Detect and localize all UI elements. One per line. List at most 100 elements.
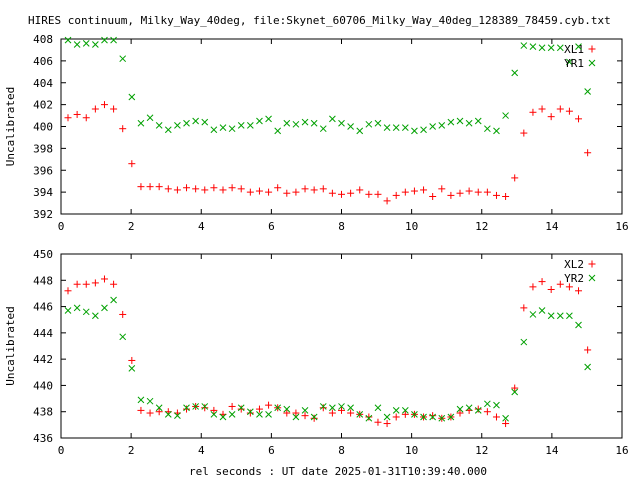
data-point-xl1 [547,113,555,121]
data-point-yr1 [474,117,482,125]
data-point-xl1 [502,193,510,200]
data-point-xl1 [73,110,81,118]
x-tick-label: 2 [128,220,135,233]
x-axis-label: rel seconds : UT date 2025-01-31T10:39:4… [189,465,487,478]
data-point-yr2 [575,321,582,329]
data-point-yr1 [356,127,364,135]
top-panel: 0 2 4 6 8 10 12 14 16 392 394 396 398 400 402 404 406 408… [4,33,629,233]
data-point-yr1 [329,115,336,123]
data-point-xl1 [483,188,491,196]
data-point-yr1 [73,41,81,48]
data-point-yr2 [566,312,573,320]
data-point-xl2 [502,420,510,428]
data-point-xl2 [575,287,583,295]
data-point-yr2 [547,312,555,320]
y-tick-label: 396 [33,164,53,177]
data-point-xl2 [520,304,528,312]
data-point-xl1 [173,186,181,194]
x-tick-label: 4 [198,220,205,233]
data-point-xl1 [219,186,227,194]
data-point-yr1 [110,36,117,44]
y-tick-label: 392 [33,208,53,221]
plot-frame [60,38,623,215]
data-point-xl2 [556,280,564,288]
data-point-xl2 [511,384,519,392]
data-point-xl2 [565,283,573,291]
data-point-yr2 [92,312,99,320]
data-point-xl2 [246,409,254,417]
x-tick-label: 0 [58,444,65,457]
data-point-yr2 [511,388,519,396]
data-point-yr2 [356,410,364,418]
y-tick-label: 408 [33,33,53,46]
data-point-xl1 [310,186,318,194]
data-point-xl2 [292,409,300,417]
data-point-yr1 [219,124,227,131]
data-point-xl1 [465,187,473,195]
data-point-xl1 [82,114,90,122]
data-point-yr1 [456,117,464,125]
data-point-yr1 [347,123,354,130]
data-point-xl1 [210,184,218,192]
data-point-xl2 [338,406,345,414]
data-point-yr1 [101,36,108,44]
data-point-xl1 [347,189,355,197]
data-point-yr2 [301,407,309,414]
data-point-xl2 [265,401,273,409]
x-tick-label: 8 [338,220,345,233]
data-point-yr2 [146,397,154,405]
data-point-xl1 [565,107,573,115]
data-point-yr1 [447,118,455,126]
x-tick-label: 4 [198,444,205,457]
data-point-yr2 [520,338,528,346]
data-point-yr1 [155,122,163,129]
data-point-yr2 [310,413,318,421]
data-point-yr1 [82,40,90,47]
data-point-yr2 [265,410,272,418]
data-point-yr1 [411,127,418,135]
y-tick-label: 446 [33,301,53,314]
y-tick-label: 450 [33,248,53,261]
data-point-yr2 [502,414,509,422]
data-point-yr1 [529,43,537,51]
x-tick-label: 14 [545,220,559,233]
data-point-xl1 [91,105,99,113]
data-point-xl2 [456,409,464,417]
data-point-xl2 [529,283,537,291]
data-point-xl1 [319,185,327,193]
data-point-yr1 [201,118,209,126]
data-point-xl2 [128,356,136,364]
data-point-yr1 [183,119,190,127]
data-point-xl2 [392,413,400,421]
data-point-yr1 [301,118,309,126]
data-point-yr1 [128,93,136,101]
data-point-yr1 [584,88,591,95]
data-point-xl2 [547,285,555,293]
y-tick-label: 402 [33,99,53,112]
y-axis-label: Uncalibrated [4,87,17,166]
data-point-xl1 [64,114,72,122]
data-point-yr2 [538,307,546,314]
data-point-yr2 [484,400,491,408]
data-point-yr2 [383,413,391,421]
data-point-yr1 [511,69,519,77]
data-point-yr1 [119,55,127,63]
y-tick-label: 404 [33,77,53,90]
x-tick-label: 8 [338,444,345,457]
data-point-xl1 [575,115,583,123]
data-point-xl2 [483,408,491,416]
x-tick-label: 6 [268,444,275,457]
data-point-yr1 [237,122,245,129]
legend-marker [588,274,596,282]
data-point-xl2 [310,414,318,422]
legend-label: YR2 [564,272,584,285]
y-tick-label: 400 [33,121,53,134]
data-point-yr1 [137,119,145,127]
data-point-xl2 [119,310,127,318]
data-point-yr2 [392,407,400,414]
data-point-yr2 [256,410,263,418]
data-point-yr1 [338,119,345,127]
data-point-xl1 [374,190,382,198]
data-point-yr2 [228,410,236,418]
